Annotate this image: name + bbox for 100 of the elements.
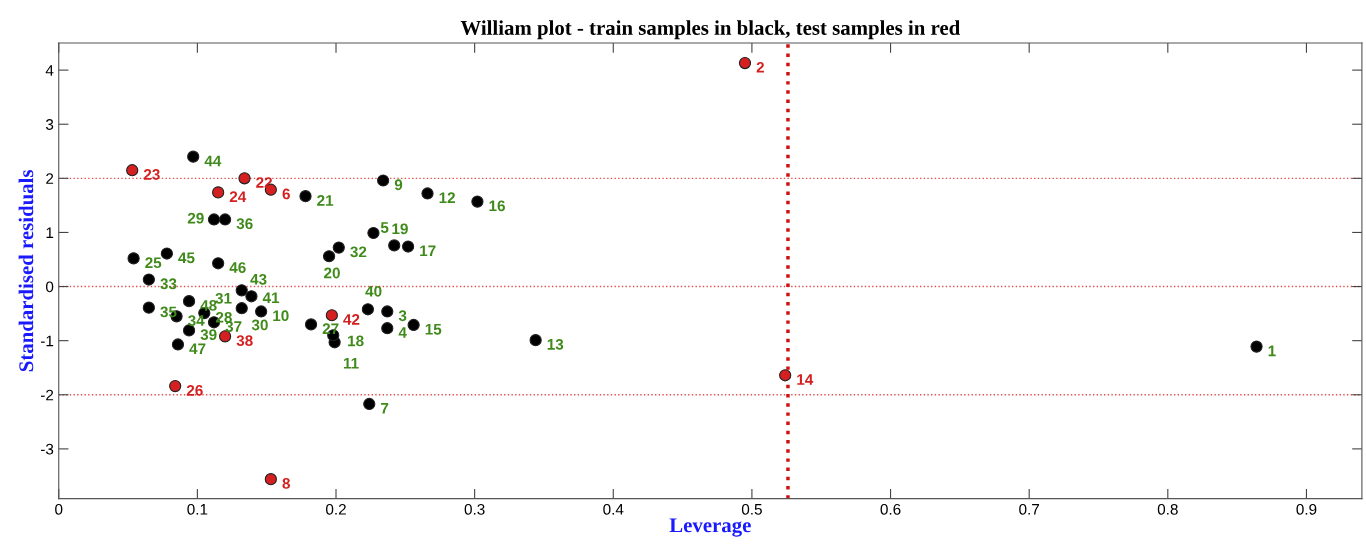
y-tick-label: 2: [46, 173, 54, 184]
annotation: 42: [343, 314, 360, 325]
y-tick-label: -3: [40, 443, 54, 455]
point: [171, 338, 185, 351]
point: [299, 190, 312, 203]
y-tick-label: -2: [40, 389, 54, 401]
x-tick-label: 0.7: [1019, 503, 1040, 515]
point: [212, 257, 225, 270]
annotation: 27: [322, 323, 339, 334]
point: [235, 284, 248, 297]
annotation: 21: [317, 195, 334, 206]
annotation: 13: [547, 338, 564, 350]
annotation: 16: [489, 200, 505, 212]
annotation: 34: [188, 315, 205, 326]
annotation: 24: [229, 191, 247, 202]
point: [235, 302, 248, 315]
x-tick-label: 0.2: [325, 503, 346, 515]
annotation: 37: [225, 321, 242, 332]
point: [182, 324, 196, 337]
y-tick-label: 4: [45, 65, 54, 76]
x-tick-label: 0.1: [187, 503, 208, 515]
x-tick-label: 0: [55, 503, 63, 515]
y-tick-label: 0: [45, 281, 54, 293]
annotation: 32: [350, 246, 367, 258]
annotation: 39: [200, 329, 217, 341]
annotation: 5: [380, 222, 389, 233]
annotation: 1: [1268, 345, 1276, 357]
annotation: 6: [282, 188, 290, 200]
annotation: 14: [797, 374, 814, 385]
annotation: 11: [343, 357, 359, 369]
point: [325, 309, 338, 322]
point: [779, 369, 792, 382]
annotation: 3: [398, 310, 407, 322]
point: [127, 252, 140, 265]
point: [304, 318, 318, 331]
annotation: 23: [143, 169, 160, 180]
x-tick-label: 0.8: [1157, 503, 1178, 515]
annotation: 29: [187, 212, 204, 224]
point: [377, 174, 390, 187]
point: [238, 172, 251, 185]
annotation: 18: [348, 335, 364, 347]
annotation: 17: [420, 245, 436, 257]
annotation: 45: [178, 252, 195, 264]
annotation: 9: [394, 179, 403, 191]
annotation: 40: [365, 285, 382, 297]
annotation: 35: [160, 306, 177, 318]
point: [245, 290, 258, 303]
point: [1250, 340, 1263, 353]
annotation: 30: [251, 319, 268, 331]
point: [361, 303, 375, 316]
annotation: 47: [189, 343, 206, 354]
point: [363, 397, 376, 411]
annotation: 25: [145, 257, 162, 269]
point: [218, 213, 232, 226]
annotation: 15: [425, 323, 442, 335]
x-axis-title: Leverage: [669, 518, 751, 537]
point: [169, 380, 182, 393]
point: [264, 473, 277, 486]
point: [738, 56, 752, 70]
point: [381, 305, 394, 318]
point: [529, 334, 542, 347]
x-tick-label: 0.9: [1296, 503, 1317, 515]
annotation: 38: [236, 335, 253, 347]
point: [126, 164, 139, 177]
annotation: 43: [250, 273, 267, 285]
point: [407, 318, 420, 332]
point: [212, 186, 225, 199]
point: [421, 187, 434, 200]
point: [381, 322, 394, 335]
point: [187, 150, 200, 163]
annotation: 8: [282, 478, 290, 489]
point: [471, 195, 484, 208]
x-tick-label: 0.3: [464, 503, 485, 515]
annotation: 20: [324, 267, 340, 279]
annotation: 28: [215, 311, 232, 323]
x-tick-label: 0.6: [880, 503, 901, 515]
annotation: 4: [398, 327, 407, 338]
y-tick-label: 3: [45, 119, 54, 130]
point: [322, 250, 336, 263]
annotation: 48: [200, 300, 217, 311]
point: [207, 213, 221, 226]
point: [388, 239, 401, 252]
point: [160, 247, 173, 260]
annotation: 33: [160, 278, 177, 290]
x-tick-label: 0.4: [603, 503, 624, 515]
y-axis-title: Standardised residuals: [18, 169, 34, 372]
annotation: 10: [273, 310, 289, 322]
point: [182, 295, 196, 308]
point: [367, 226, 380, 240]
annotation: 12: [439, 192, 455, 203]
point: [218, 330, 232, 343]
point: [255, 305, 268, 318]
y-tick-label: -1: [40, 335, 54, 347]
annotation: 36: [236, 218, 253, 230]
annotation: 41: [262, 292, 280, 304]
annotation: 7: [381, 402, 389, 414]
point: [332, 241, 345, 254]
annotation: 31: [215, 292, 232, 304]
point: [142, 273, 155, 286]
point: [142, 301, 155, 314]
